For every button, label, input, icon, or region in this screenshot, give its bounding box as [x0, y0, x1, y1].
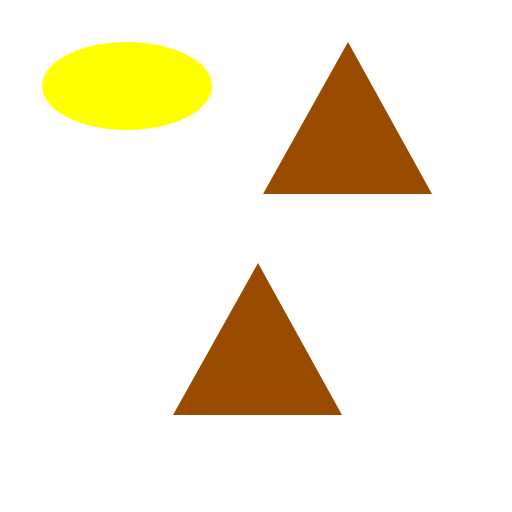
brown-triangle-lower [173, 263, 342, 415]
brown-triangle-upper [263, 42, 432, 194]
yellow-ellipse [42, 42, 212, 130]
